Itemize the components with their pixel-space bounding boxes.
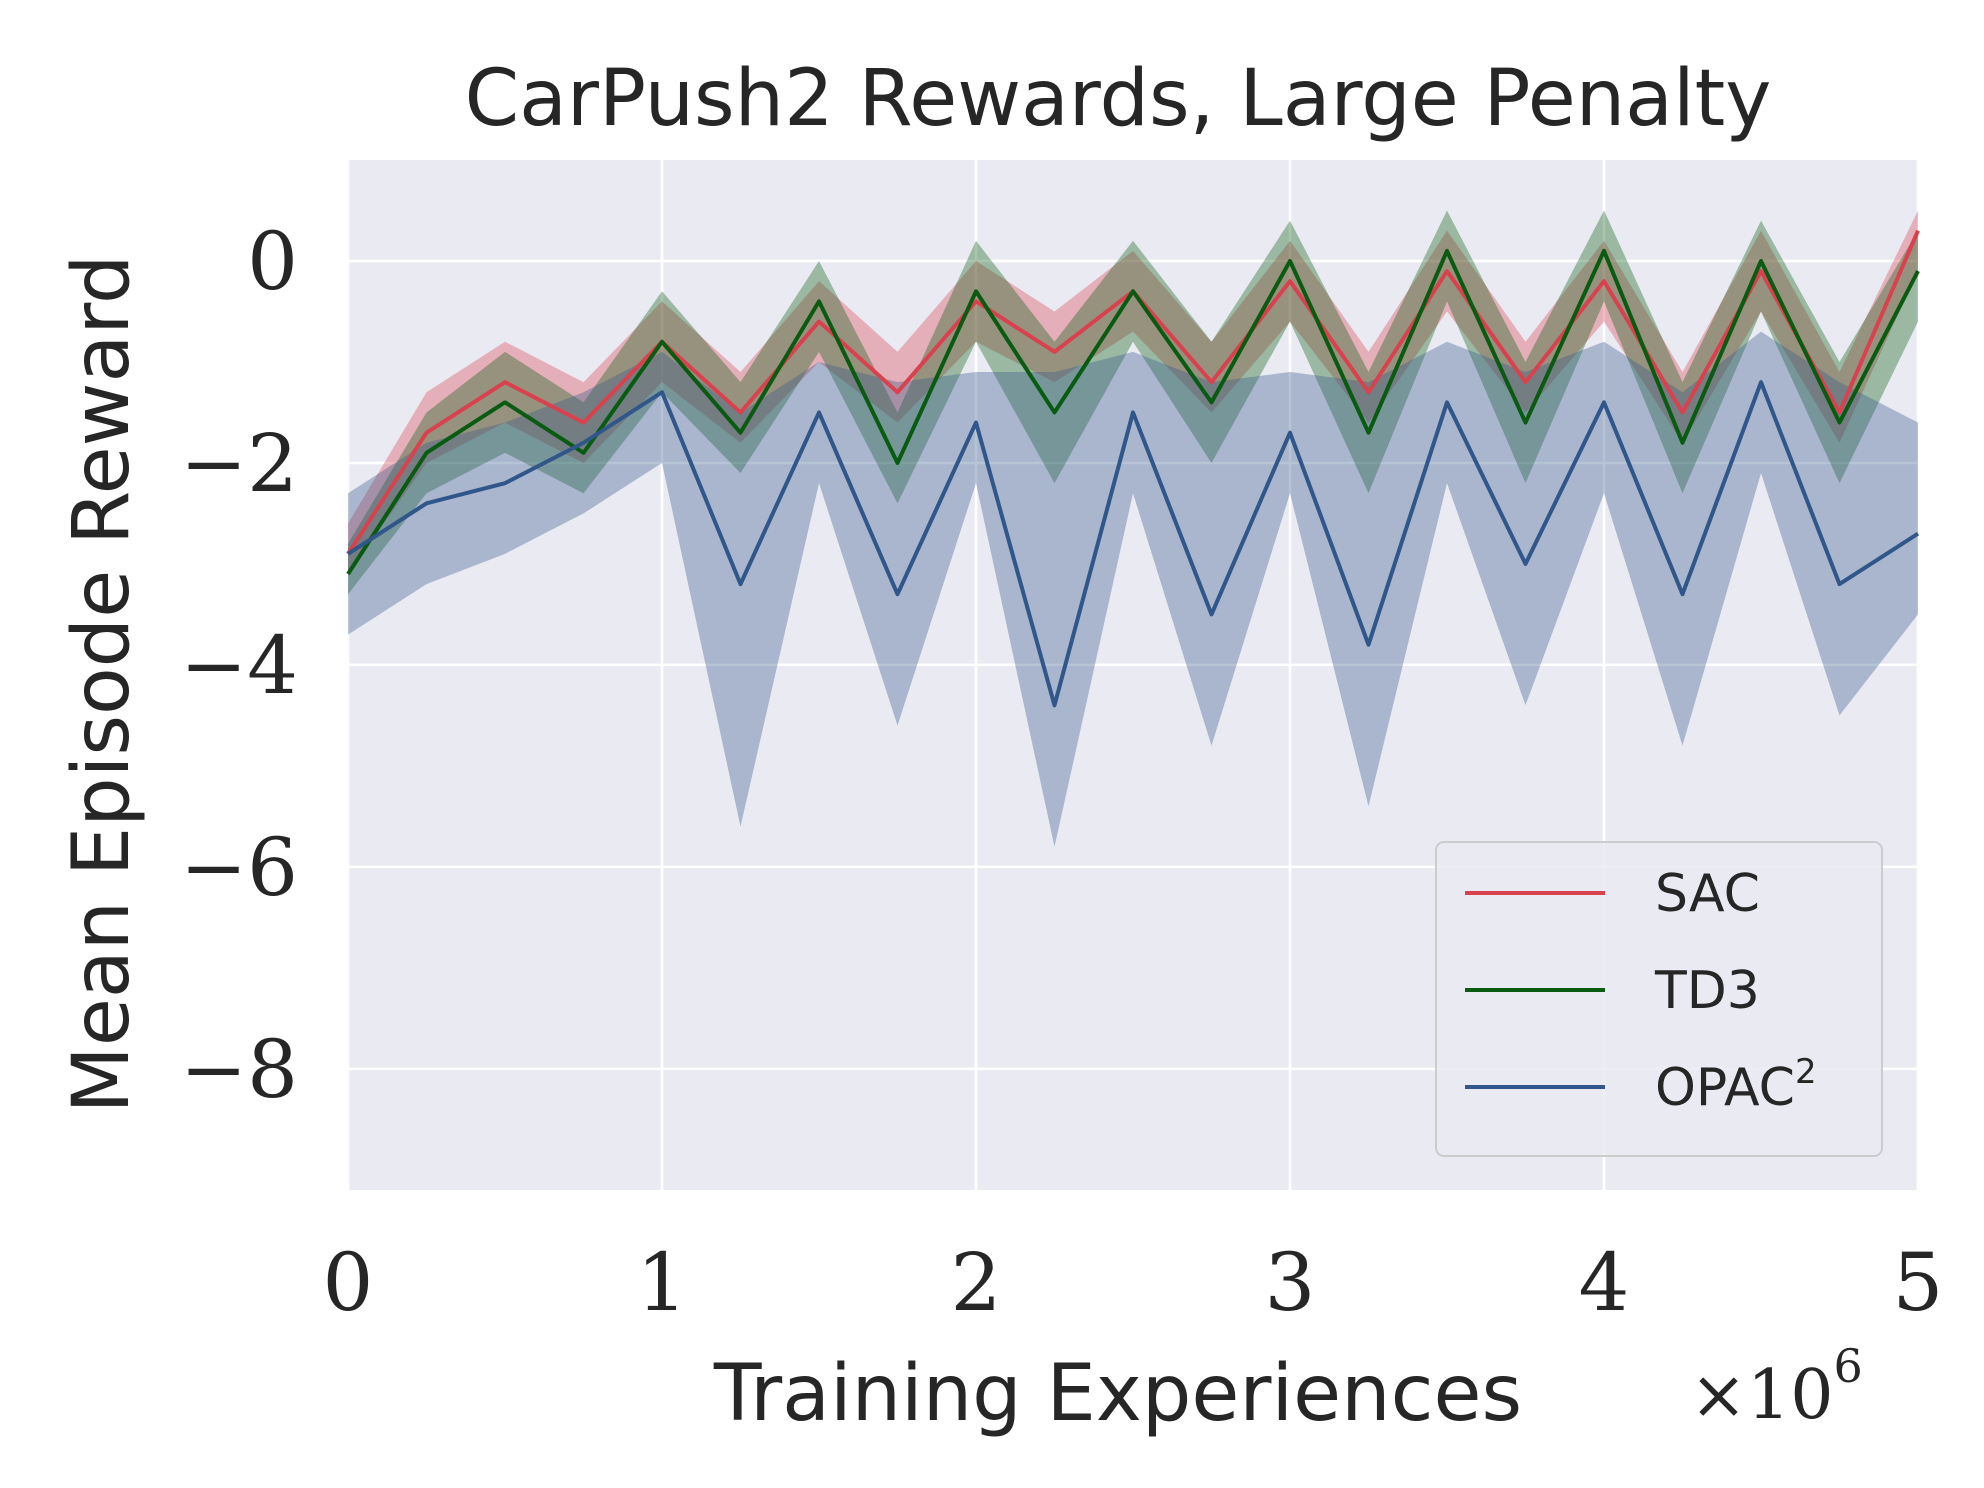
legend-label-sac: SAC: [1655, 864, 1760, 924]
y-tick-label-1: −2: [180, 417, 298, 510]
confidence-bands: [348, 210, 1918, 847]
x-multiplier-exponent: 6: [1834, 1339, 1863, 1393]
legend-label-text: SAC: [1655, 864, 1760, 924]
band-opac: [348, 331, 1918, 847]
legend: SAC TD3 OPAC2: [1435, 841, 1883, 1157]
band-td3: [348, 210, 1918, 595]
series-lines: [346, 229, 1920, 708]
y-tick-label-0: 0: [247, 215, 298, 308]
legend-frame: [1435, 841, 1883, 1157]
x-axis-label: Training Experiences: [713, 1349, 1522, 1439]
y-axis-label: Mean Episode Reward: [57, 255, 147, 1114]
legend-label-text: TD3: [1654, 961, 1760, 1021]
band-sac: [348, 210, 1918, 575]
x-tick-label-5: 5: [1893, 1236, 1944, 1329]
line-opac: [346, 380, 1920, 708]
x-tick-label-0: 0: [323, 1236, 374, 1329]
legend-label-text: OPAC: [1655, 1058, 1795, 1118]
x-tick-label-1: 1: [637, 1236, 688, 1329]
x-tick-labels: 0 1 2 3 4 5: [323, 1236, 1944, 1329]
x-tick-label-4: 4: [1579, 1236, 1630, 1329]
x-tick-label-2: 2: [951, 1236, 1002, 1329]
y-tick-label-2: −4: [180, 619, 298, 712]
legend-label-superscript: 2: [1795, 1052, 1817, 1092]
legend-label-td3: TD3: [1654, 961, 1760, 1021]
y-tick-label-4: −8: [180, 1023, 298, 1116]
x-multiplier-base: ×10: [1690, 1356, 1834, 1435]
y-tick-label-3: −6: [180, 821, 298, 914]
y-tick-labels: 0 −2 −4 −6 −8: [180, 215, 298, 1116]
x-tick-label-3: 3: [1265, 1236, 1316, 1329]
legend-label-opac: OPAC2: [1655, 1052, 1817, 1118]
chart-title: CarPush2 Rewards, Large Penalty: [465, 54, 1772, 144]
line-td3: [346, 248, 1920, 576]
x-multiplier: ×106: [1690, 1339, 1863, 1435]
